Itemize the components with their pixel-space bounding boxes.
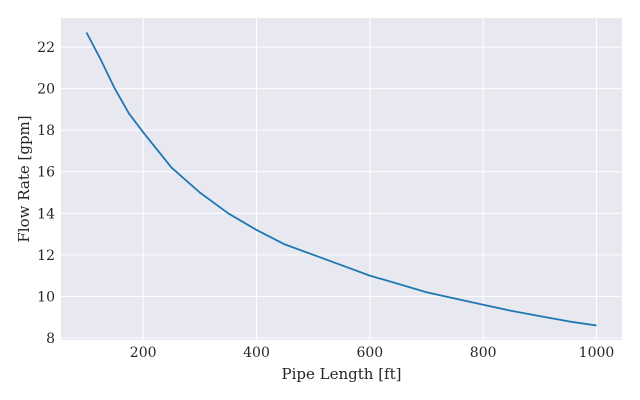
y-tick-label: 8 (46, 331, 55, 347)
x-tick-label: 1000 (579, 345, 615, 361)
x-tick-label: 600 (356, 345, 383, 361)
y-tick-label: 22 (37, 40, 55, 56)
x-tick-label: 200 (130, 345, 157, 361)
y-tick-label: 10 (37, 289, 55, 305)
y-tick-label: 14 (37, 206, 55, 222)
y-tick-label: 18 (37, 123, 55, 139)
y-tick-label: 16 (37, 165, 55, 181)
x-axis-label: Pipe Length [ft] (282, 365, 402, 383)
y-tick-label: 20 (37, 82, 55, 98)
x-tick-label: 400 (243, 345, 270, 361)
grid-lines (61, 18, 622, 340)
y-tick-labels: 8 10 12 14 16 18 20 22 (37, 40, 55, 347)
x-tick-label: 800 (470, 345, 497, 361)
flow-rate-line (85, 32, 597, 327)
y-axis-label: Flow Rate [gpm] (15, 115, 33, 242)
y-tick-label: 12 (37, 248, 55, 264)
plot-area (61, 18, 622, 340)
series-layer (85, 32, 597, 327)
x-tick-labels: 200 400 600 800 1000 (130, 345, 615, 361)
